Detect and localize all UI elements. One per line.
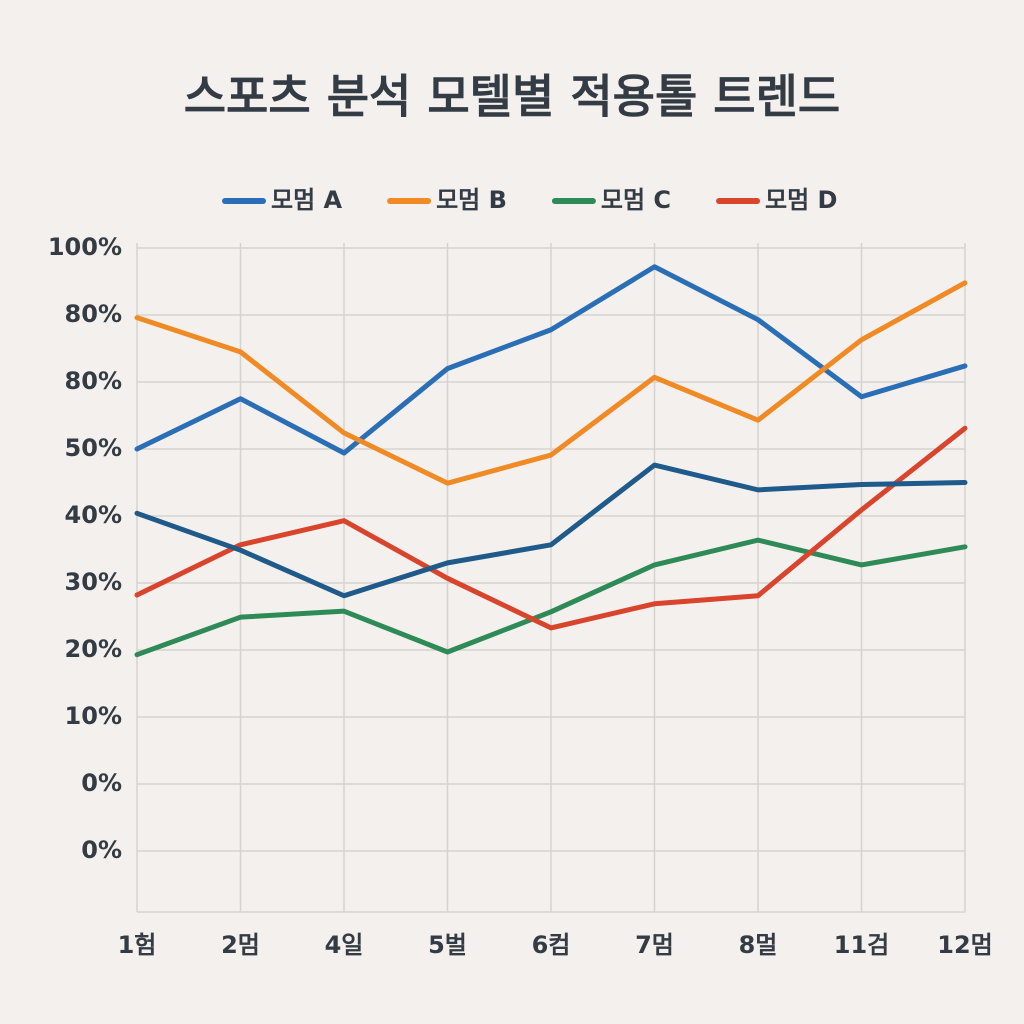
series-line	[134, 425, 968, 631]
x-tick-label: 5벌	[428, 931, 467, 959]
x-tick-label: 12멈	[937, 931, 992, 959]
legend-label: 모멈 D	[765, 186, 837, 214]
x-tick-label: 4일	[325, 931, 364, 959]
y-tick-label: 40%	[65, 501, 122, 529]
legend-label: 모멈 C	[601, 186, 671, 214]
series-line	[134, 462, 968, 599]
y-tick-label: 0%	[81, 769, 122, 797]
series-line	[134, 537, 968, 658]
series-line	[134, 280, 968, 486]
y-tick-label: 80%	[65, 300, 122, 328]
x-tick-label: 1험	[118, 931, 157, 959]
y-tick-label: 50%	[65, 434, 122, 462]
y-tick-label: 0%	[81, 836, 122, 864]
legend-label: 모멈 A	[271, 186, 343, 214]
legend-label: 모멈 B	[436, 186, 507, 214]
chart-title: 스포츠 분석 모텔별 적용톨 트렌드	[184, 70, 841, 124]
y-tick-label: 80%	[65, 367, 122, 395]
x-tick-label: 7멈	[635, 931, 674, 959]
y-tick-label: 20%	[65, 635, 122, 663]
y-tick-label: 30%	[65, 568, 122, 596]
y-tick-label: 10%	[65, 702, 122, 730]
x-tick-label: 6컴	[532, 931, 571, 959]
y-tick-label: 100%	[48, 233, 122, 261]
x-tick-label: 2멈	[221, 931, 260, 959]
x-tick-label: 11검	[834, 931, 889, 959]
x-tick-label: 8멀	[739, 931, 778, 959]
series-line	[134, 264, 968, 456]
